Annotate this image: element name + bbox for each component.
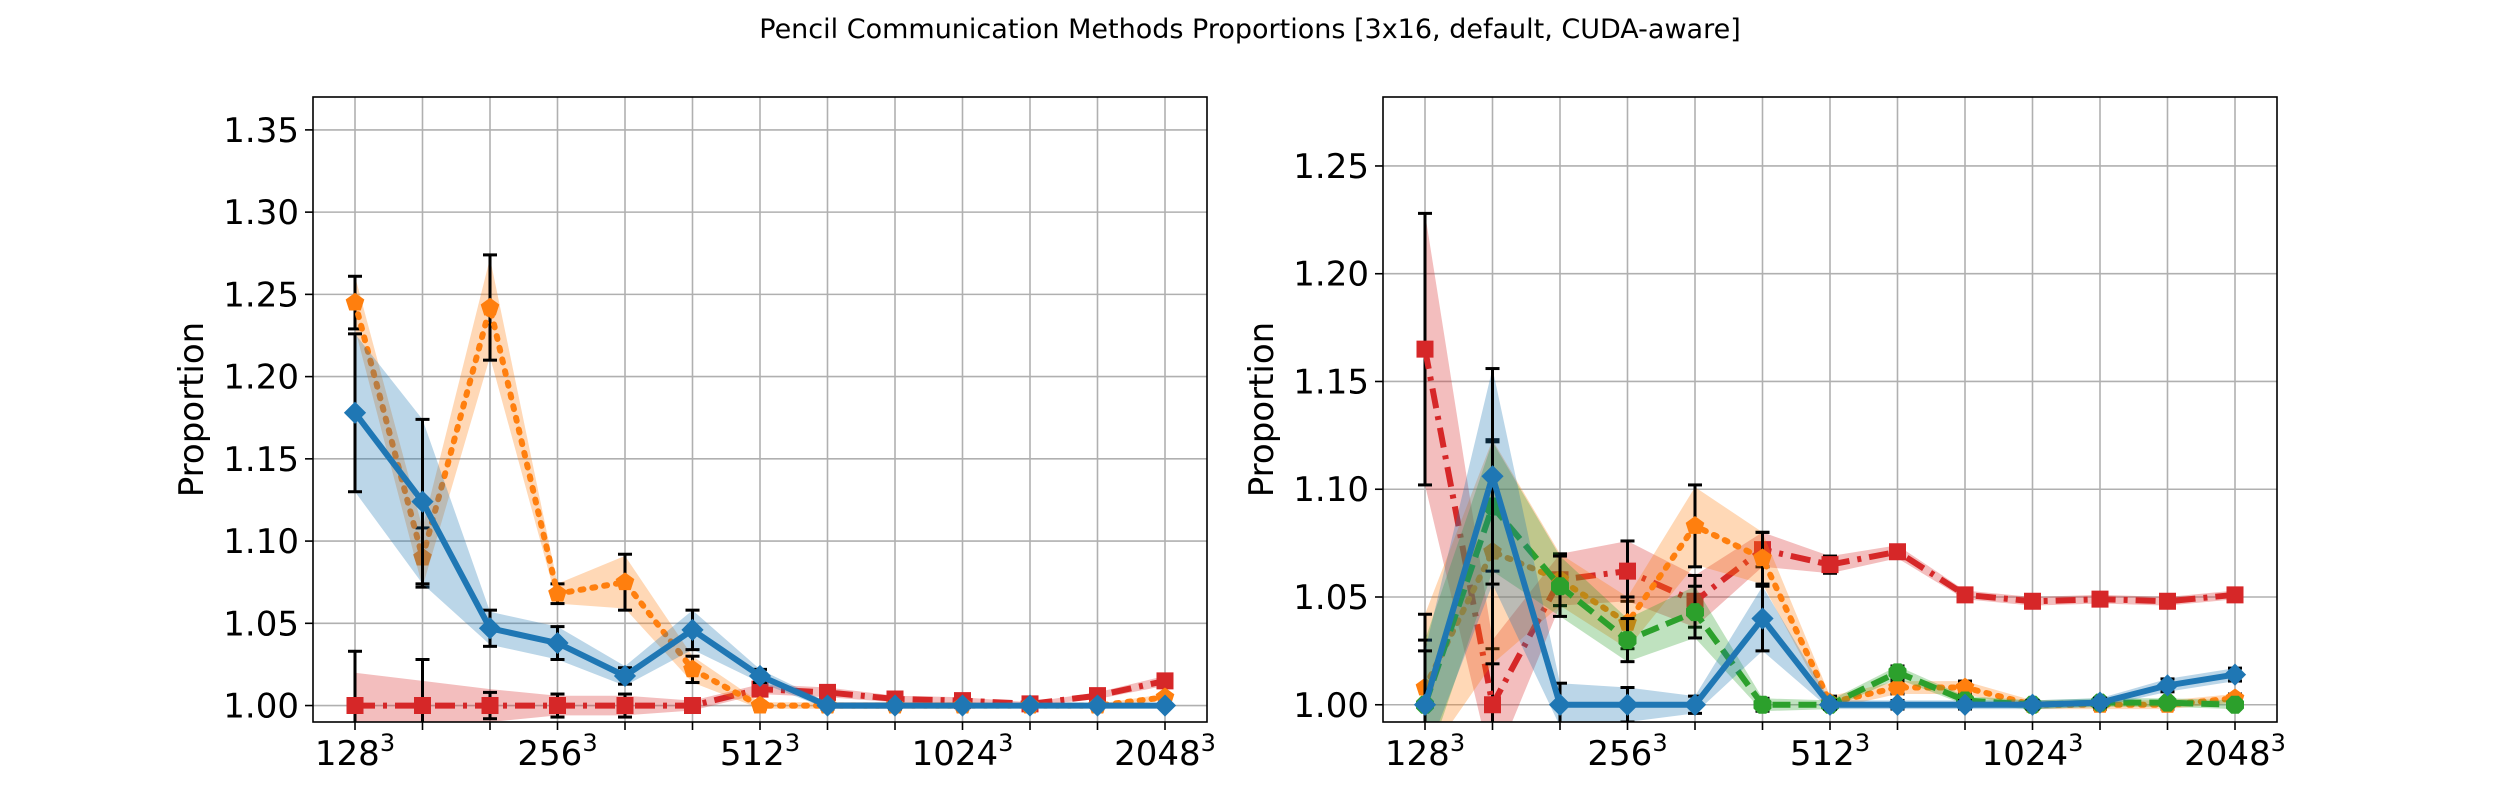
data-point [1818,693,1842,716]
figure-suptitle: Pencil Communication Methods Proportions… [759,14,1741,45]
grid [313,97,1207,722]
data-point [411,490,434,513]
y-tick-label: 1.15 [223,440,299,480]
data-point [1481,465,1504,488]
data-point [1751,607,1774,630]
y-tick-label: 1.25 [1293,147,1369,187]
data-point [613,664,637,688]
y-tick-label: 1.15 [1293,362,1369,402]
series-3 [1413,367,2247,722]
data-point [2159,592,2176,610]
x-tick-label: 1283 [315,729,395,774]
data-point [2226,586,2244,604]
y-tick-label: 1.10 [223,522,299,562]
data-point [1551,577,1569,596]
data-point [819,683,836,701]
data-point [1018,694,1042,717]
data-point [2156,674,2179,697]
data-point [1619,562,1636,580]
x-tick-label: 10243 [1982,729,2084,774]
data-point [1753,695,1772,714]
y-axis-label: Proportion [172,322,212,497]
data-point [681,618,704,642]
data-point [480,297,500,316]
data-point [1683,693,1707,716]
data-point [684,697,701,715]
data-point [1953,693,1977,716]
data-point [1484,696,1501,714]
data-point [548,583,567,602]
y-tick-label: 1.10 [1293,470,1369,510]
x-tick-label: 10243 [912,729,1014,774]
data-point [750,695,770,714]
data-point [1889,543,1906,561]
y-tick-label: 1.20 [1293,255,1369,295]
chart-right: 1.00 1.05 1.10 1.15 1.20 1.25 1283 2563 5123 1024… [1242,96,2286,774]
data-point [2088,691,2112,714]
data-point [343,401,367,424]
data-point [1753,548,1772,567]
data-point [1086,694,1109,717]
chart-left: 1.00 1.05 1.10 1.15 1.20 1.25 1.30 1.35 1283 2563… [172,96,1216,774]
y-tick-label: 1.00 [1293,686,1369,726]
data-point [2024,592,2041,610]
data-point [478,617,502,640]
series-0 [346,649,1174,722]
data-point [1618,631,1637,650]
data-point [414,697,431,715]
data-point [2226,695,2244,714]
x-tick-label: 5123 [720,729,800,774]
data-point [616,697,634,715]
data-point [546,631,569,655]
y-tick-label: 1.35 [223,111,299,151]
data-point [1153,694,1177,717]
data-point [1886,693,1909,716]
x-tick-label: 1283 [1385,729,1465,774]
data-point [481,697,499,715]
y-tick-label: 1.30 [223,193,299,233]
data-point [1548,693,1572,716]
y-axis-label: Proportion [1242,322,1282,497]
x-tick-label: 2563 [517,729,597,774]
data-point [615,572,635,591]
data-point [1956,586,1974,604]
data-point [1413,693,1437,716]
y-tick-label: 1.25 [223,275,299,315]
x-tick-label: 2563 [1587,729,1667,774]
data-point [1416,340,1434,358]
y-tick-label: 1.05 [223,604,299,644]
data-point [951,694,974,717]
data-point [1821,556,1839,574]
data-point [2021,693,2044,716]
x-tick-label: 20483 [2184,729,2286,774]
data-point [748,664,772,688]
series-0 [1416,211,2244,722]
data-point [1685,516,1705,534]
data-point [816,694,839,717]
data-point [2158,693,2177,712]
data-point [2223,663,2247,686]
x-tick-label: 5123 [1790,729,1870,774]
confidence-band [1425,439,2235,722]
data-point [1888,663,1907,682]
y-tick-label: 1.20 [223,358,299,398]
plot-area [343,253,1177,722]
data-point [1616,693,1639,716]
data-point [345,292,365,311]
data-point [683,659,702,678]
data-point [1156,672,1174,690]
y-tick-label: 1.00 [223,687,299,727]
data-point [549,697,566,715]
data-point [883,694,907,717]
plot-area [1413,211,2247,722]
y-tick-label: 1.05 [1293,578,1369,618]
data-point [346,697,364,715]
series-2 [343,332,1177,717]
data-point [2091,590,2109,608]
x-tick-label: 20483 [1114,729,1216,774]
data-point [1686,603,1704,622]
